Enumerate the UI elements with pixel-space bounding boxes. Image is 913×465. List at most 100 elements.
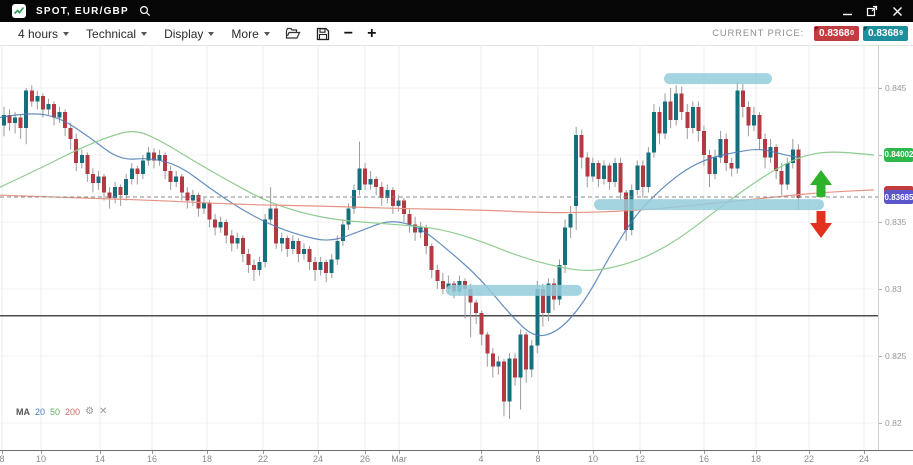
time-tick-label: 22 — [803, 454, 815, 464]
price-tick-label: 0.845 — [885, 83, 907, 93]
time-tick-mark — [481, 451, 482, 454]
candle-down — [135, 168, 140, 174]
time-tick-mark — [207, 451, 208, 454]
candle-down — [579, 134, 584, 158]
buy-price-button[interactable]: 0.8368 9 — [863, 26, 908, 41]
candle-down — [185, 192, 190, 201]
candle-down — [40, 96, 45, 110]
bearish-arrow[interactable] — [810, 211, 832, 238]
candle-up — [574, 134, 579, 206]
current-price-group: CURRENT PRICE: 0.8368 0 0.8368 9 — [712, 26, 908, 41]
time-tick-mark — [100, 451, 101, 454]
time-tick-label: 10 — [587, 454, 599, 464]
zoom-in-button[interactable]: + — [367, 24, 377, 42]
bullish-arrow[interactable] — [810, 170, 832, 197]
candle-down — [779, 171, 784, 185]
candle-down — [246, 254, 251, 265]
candle-down — [401, 200, 406, 214]
time-tick-mark — [756, 451, 757, 454]
candle-up — [268, 208, 273, 220]
candle-down — [285, 238, 290, 249]
support-zone-current[interactable] — [594, 199, 824, 211]
candle-down — [251, 264, 256, 271]
time-tick-mark — [640, 451, 641, 454]
resistance-zone-top[interactable] — [664, 73, 772, 85]
minimize-button[interactable] — [839, 4, 855, 18]
candle-down — [374, 179, 379, 188]
candle-down — [657, 112, 662, 134]
candle-up — [507, 358, 512, 402]
search-icon[interactable] — [139, 5, 151, 17]
candle-down — [379, 187, 384, 198]
candle-down — [746, 106, 751, 126]
time-tick-label: 8 — [535, 454, 541, 464]
candle-up — [329, 259, 334, 273]
candle-down — [485, 334, 490, 354]
close-legend-icon[interactable]: ✕ — [99, 406, 108, 417]
candle-down — [90, 173, 95, 184]
candle-up — [318, 262, 323, 271]
candle-down — [757, 114, 762, 139]
candle-down — [729, 163, 734, 169]
popout-button[interactable] — [864, 4, 880, 18]
display-label: Display — [164, 26, 204, 41]
ma-period-20: 20 — [35, 407, 46, 417]
candle-up — [129, 168, 134, 180]
technical-dropdown[interactable]: Technical — [86, 27, 148, 41]
title-bar: SPOT, EUR/GBP — [0, 0, 913, 22]
chart-area: 0.8450.840.8350.830.8250.820.840020.8368… — [0, 45, 913, 450]
time-tick-label: 18 — [750, 454, 762, 464]
candle-up — [635, 165, 640, 190]
app-logo-icon — [12, 4, 26, 18]
candle-up — [568, 213, 573, 228]
support-zone-march[interactable] — [446, 284, 582, 296]
candle-down — [313, 262, 318, 271]
candle-down — [618, 163, 623, 193]
display-dropdown[interactable]: Display — [164, 26, 215, 41]
candlestick-chart-canvas[interactable] — [0, 45, 878, 450]
chevron-down-icon — [141, 31, 148, 36]
time-tick-mark — [864, 451, 865, 454]
candle-down — [701, 130, 706, 155]
time-tick-mark — [2, 451, 3, 454]
candle-down — [796, 149, 801, 198]
open-folder-icon[interactable] — [285, 27, 301, 40]
candle-down — [763, 138, 768, 158]
time-tick-mark — [704, 451, 705, 454]
gear-icon[interactable]: ⚙ — [85, 406, 95, 417]
time-axis[interactable]: 8 10 14 16 18 22 24 26 Mar 4 8 10 12 16 18 22 24 — [0, 450, 913, 465]
candle-up — [79, 155, 84, 164]
more-dropdown[interactable]: More — [231, 27, 270, 41]
ma-legend-label: MA — [16, 407, 30, 417]
buy-price-value: 0.8368 — [868, 28, 899, 39]
candle-up — [535, 289, 540, 346]
timeframe-dropdown[interactable]: 4 hours — [18, 27, 70, 41]
candle-up — [351, 189, 356, 209]
candle-up — [279, 238, 284, 244]
candle-up — [663, 101, 668, 134]
close-icon[interactable] — [889, 4, 905, 18]
candle-up — [385, 189, 390, 198]
candle-up — [157, 155, 162, 161]
zoom-out-button[interactable]: − — [343, 24, 354, 42]
candle-up — [124, 179, 129, 196]
candle-up — [263, 219, 268, 263]
candle-up — [190, 195, 195, 201]
candle-up — [785, 163, 790, 185]
save-icon[interactable] — [316, 27, 330, 41]
candle-down — [774, 146, 779, 172]
candle-down — [85, 155, 90, 174]
window-title: SPOT, EUR/GBP — [36, 5, 129, 17]
candle-up — [301, 248, 306, 255]
candle-up — [96, 176, 101, 184]
time-tick-label: 24 — [312, 454, 324, 464]
candle-up — [290, 240, 295, 249]
chart-toolbar: 4 hours Technical Display More − + CURRE… — [0, 22, 913, 46]
price-tick-mark — [879, 222, 882, 223]
sell-price-button[interactable]: 0.8368 0 — [814, 26, 859, 41]
price-axis[interactable]: 0.8450.840.8350.830.8250.820.840020.8368… — [878, 45, 913, 450]
time-tick-label: 8 — [0, 454, 5, 464]
candle-down — [18, 117, 23, 129]
candle-up — [146, 152, 151, 161]
time-tick-mark — [809, 451, 810, 454]
